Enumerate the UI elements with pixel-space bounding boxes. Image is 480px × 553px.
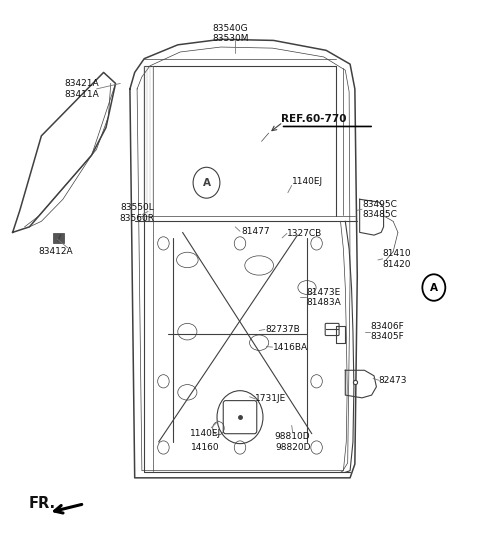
Text: 83406F
83405F: 83406F 83405F [370, 322, 404, 341]
Text: FR.: FR. [28, 496, 56, 512]
Text: 83412A: 83412A [38, 247, 73, 256]
Text: 81477: 81477 [241, 227, 270, 236]
Text: 83495C
83485C: 83495C 83485C [362, 200, 397, 219]
Text: 83550L
83560R: 83550L 83560R [120, 204, 155, 223]
Text: 1731JE: 1731JE [255, 394, 287, 404]
Text: 1416BA: 1416BA [273, 343, 308, 352]
Bar [53, 233, 64, 243]
Text: 81473E
81483A: 81473E 81483A [306, 288, 341, 307]
Text: 82473: 82473 [379, 375, 408, 385]
Text: REF.60-770: REF.60-770 [281, 114, 346, 124]
Text: A: A [430, 283, 438, 293]
Text: 1140EJ: 1140EJ [190, 429, 221, 438]
Text: 82737B: 82737B [265, 325, 300, 334]
Text: 83540G
83530M: 83540G 83530M [212, 24, 249, 44]
Text: 98810D
98820D: 98810D 98820D [275, 432, 311, 452]
Text: 1140EJ: 1140EJ [292, 177, 323, 186]
Text: 81410
81420: 81410 81420 [383, 249, 411, 269]
Text: 14160: 14160 [191, 443, 220, 452]
Text: A: A [203, 178, 211, 187]
Text: 83421A
83411A: 83421A 83411A [65, 79, 99, 98]
Text: 1327CB: 1327CB [287, 229, 322, 238]
